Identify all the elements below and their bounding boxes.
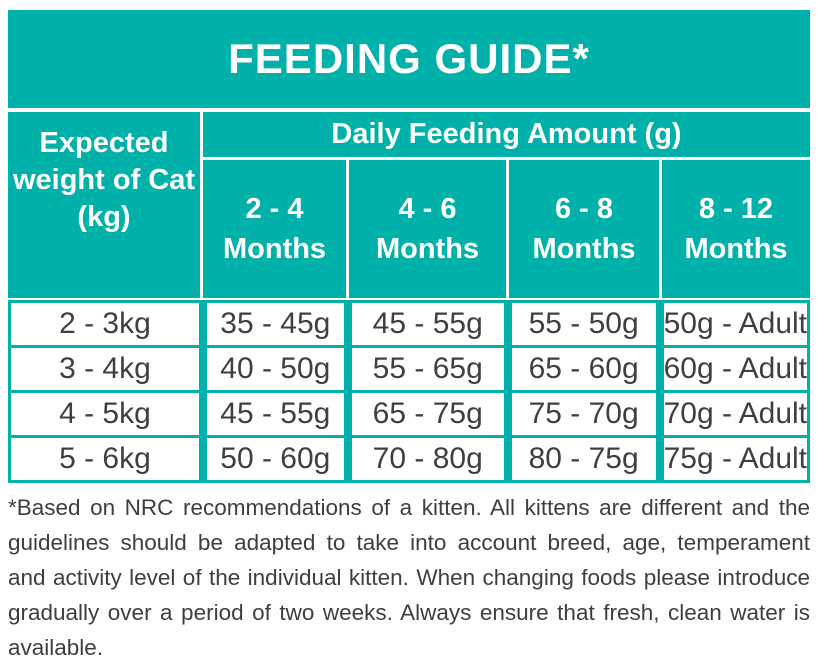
month-header-cell: 6 - 8 Months [509, 160, 662, 298]
weight-header-cell: Expected weight of Cat (kg) [8, 112, 203, 298]
month-header-row: 2 - 4 Months 4 - 6 Months 6 - 8 Months 8… [203, 160, 810, 298]
table-row: 5 - 6kg 50 - 60g 70 - 80g 80 - 75g 75g -… [11, 438, 808, 480]
value-cell: 50g - Adult [663, 303, 808, 345]
value-cell: 45 - 55g [206, 393, 352, 435]
value-cell: 80 - 75g [511, 438, 664, 480]
value-cell: 50 - 60g [206, 438, 352, 480]
value-cell: 45 - 55g [351, 303, 512, 345]
weight-cell: 4 - 5kg [11, 393, 207, 435]
weight-cell: 3 - 4kg [11, 348, 207, 390]
value-cell: 65 - 75g [351, 393, 512, 435]
value-cell: 75g - Adult [663, 438, 808, 480]
month-header-cell: 2 - 4 Months [203, 160, 349, 298]
weight-cell: 5 - 6kg [11, 438, 207, 480]
footnote-line: and activity level of the individual kit… [8, 565, 810, 590]
value-cell: 70g - Adult [663, 393, 808, 435]
month-header-cell: 4 - 6 Months [349, 160, 509, 298]
value-cell: 55 - 65g [351, 348, 512, 390]
group-header-cell: Daily Feeding Amount (g) [203, 112, 810, 160]
table-row: 3 - 4kg 40 - 50g 55 - 65g 65 - 60g 60g -… [11, 348, 808, 393]
footnote-line: *Based on NRC recommendations of a kitte… [8, 495, 810, 520]
weight-cell: 2 - 3kg [11, 303, 207, 345]
feeding-amount-header-group: Daily Feeding Amount (g) 2 - 4 Months 4 … [203, 112, 810, 298]
title-bar: FEEDING GUIDE* [8, 10, 810, 108]
table-row: 2 - 3kg 35 - 45g 45 - 55g 55 - 50g 50g -… [11, 303, 808, 348]
value-cell: 35 - 45g [206, 303, 352, 345]
page-title: FEEDING GUIDE* [228, 35, 590, 82]
footnote: *Based on NRC recommendations of a kitte… [8, 483, 810, 665]
value-cell: 40 - 50g [206, 348, 352, 390]
value-cell: 60g - Adult [663, 348, 808, 390]
footnote-line: gradually over a period of two weeks. Al… [8, 600, 810, 625]
value-cell: 75 - 70g [511, 393, 664, 435]
footnote-line: available. [8, 635, 104, 660]
value-cell: 65 - 60g [511, 348, 664, 390]
value-cell: 70 - 80g [351, 438, 512, 480]
footnote-line: guidelines should be adapted to take int… [8, 530, 810, 555]
month-header-cell: 8 - 12 Months [684, 193, 788, 265]
table-row: 4 - 5kg 45 - 55g 65 - 75g 75 - 70g 70g -… [11, 393, 808, 438]
table-header-section: Expected weight of Cat (kg) Daily Feedin… [8, 112, 810, 298]
feeding-data-table: 2 - 3kg 35 - 45g 45 - 55g 55 - 50g 50g -… [8, 300, 810, 483]
value-cell: 55 - 50g [511, 303, 664, 345]
